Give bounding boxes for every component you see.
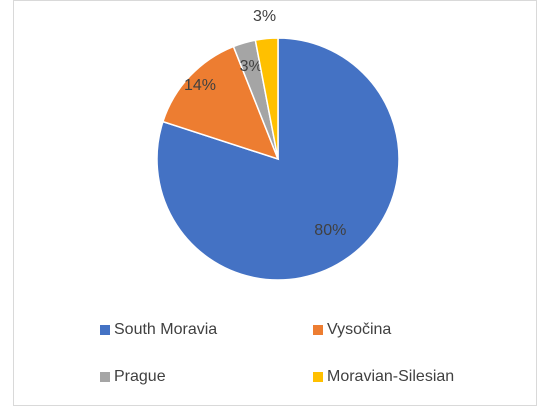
data-label: 80% [314, 222, 346, 239]
pie-slice [161, 45, 280, 161]
legend-swatch [100, 325, 110, 335]
pie-slice [254, 37, 279, 160]
legend-label: Moravian-Silesian [327, 368, 454, 385]
legend-swatch [313, 372, 323, 382]
legend-swatch [100, 372, 110, 382]
legend-label: Prague [114, 368, 166, 385]
data-label: 14% [184, 77, 216, 94]
legend-label: Vysočina [327, 321, 391, 338]
data-label: 3% [253, 8, 276, 25]
legend-label: South Moravia [114, 321, 217, 338]
legend-swatch [313, 325, 323, 335]
data-label: 3% [240, 58, 263, 75]
